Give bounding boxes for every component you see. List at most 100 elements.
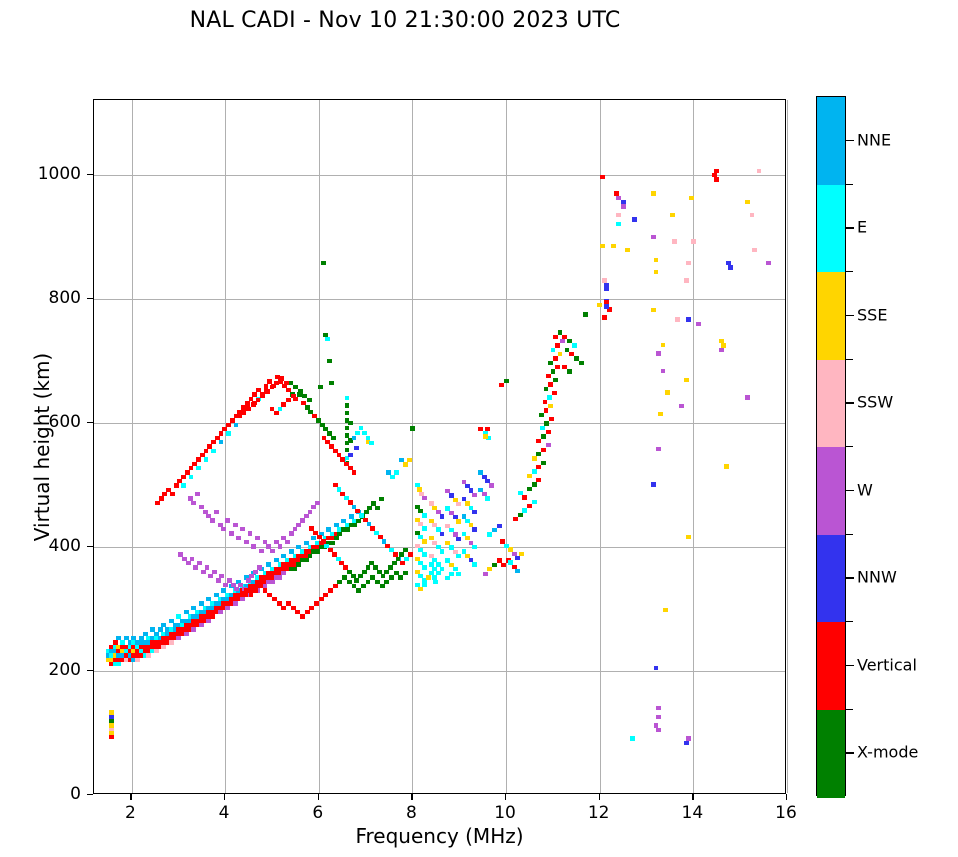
scatter-point: [356, 518, 362, 524]
scatter-point: [342, 575, 348, 580]
scatter-point: [277, 566, 283, 571]
scatter-point: [303, 553, 309, 558]
scatter-point: [248, 396, 254, 401]
scatter-point: [341, 518, 347, 524]
x-tick: [411, 794, 413, 800]
scatter-point: [602, 278, 607, 283]
colorbar-boundary-tick: [846, 533, 853, 535]
scatter-point: [262, 575, 268, 580]
scatter-point: [303, 557, 309, 563]
scatter-point: [511, 564, 517, 569]
scatter-point: [131, 648, 137, 654]
scatter-point: [243, 592, 249, 597]
colorbar-boundary-tick: [846, 358, 853, 360]
x-tick: [598, 794, 601, 800]
scatter-point: [344, 461, 349, 467]
scatter-point: [714, 168, 720, 173]
scatter-point: [176, 635, 182, 641]
scatter-point: [339, 560, 345, 566]
scatter-point: [238, 582, 244, 587]
gridline-x: [506, 100, 508, 793]
scatter-point: [477, 427, 483, 432]
scatter-point: [154, 500, 160, 506]
scatter-point: [418, 521, 423, 527]
scatter-point: [428, 570, 434, 576]
x-tick: [317, 794, 320, 800]
scatter-point: [432, 566, 437, 571]
scatter-point: [135, 657, 141, 662]
scatter-point: [168, 635, 174, 641]
scatter-point: [481, 492, 487, 497]
scatter-point: [225, 601, 231, 606]
scatter-point: [432, 540, 437, 545]
scatter-point: [281, 605, 287, 610]
scatter-point: [482, 431, 488, 436]
x-tick-label: 16: [775, 803, 797, 823]
scatter-point: [308, 409, 314, 414]
scatter-point: [225, 596, 231, 602]
scatter-point: [531, 499, 537, 504]
scatter-point: [583, 312, 589, 317]
scatter-point: [210, 609, 216, 615]
scatter-point: [492, 528, 497, 533]
scatter-point: [131, 640, 137, 645]
scatter-point: [292, 566, 298, 571]
scatter-point: [683, 278, 689, 283]
scatter-point: [389, 474, 395, 480]
scatter-point: [344, 527, 350, 532]
scatter-point: [468, 540, 474, 545]
gridline-y: [94, 423, 785, 424]
scatter-point: [428, 536, 434, 541]
scatter-point: [653, 665, 659, 671]
colorbar-segment: [817, 184, 845, 273]
scatter-point: [562, 365, 568, 370]
scatter-point: [403, 556, 409, 561]
colorbar-boundary-tick: [846, 621, 853, 623]
scatter-point: [719, 339, 724, 344]
scatter-point: [341, 527, 347, 532]
scatter-point: [472, 527, 478, 532]
scatter-point: [234, 587, 240, 592]
colorbar-label: NNE: [857, 130, 892, 150]
scatter-point: [616, 195, 621, 201]
scatter-point: [461, 549, 467, 554]
colorbar-boundary-tick: [846, 271, 853, 273]
scatter-point: [273, 566, 279, 571]
scatter-point: [142, 640, 148, 645]
scatter-point: [557, 330, 563, 335]
scatter-point: [340, 457, 346, 462]
scatter-point: [651, 191, 657, 196]
scatter-point: [464, 501, 470, 506]
scatter-point: [481, 474, 487, 480]
scatter-point: [399, 552, 405, 557]
scatter-point: [511, 551, 517, 556]
scatter-point: [756, 168, 762, 173]
scatter-point: [344, 396, 350, 401]
scatter-point: [566, 369, 572, 374]
scatter-point: [260, 393, 266, 398]
scatter-point: [183, 631, 189, 636]
scatter-point: [251, 544, 257, 549]
scatter-point: [503, 378, 509, 383]
scatter-point: [344, 448, 350, 453]
scatter-point: [377, 534, 383, 540]
scatter-point: [344, 433, 350, 438]
scatter-point: [112, 662, 118, 667]
scatter-point: [385, 543, 391, 548]
scatter-point: [695, 321, 701, 326]
scatter-point: [251, 579, 257, 584]
scatter-point: [241, 405, 246, 410]
colorbar-tick: [846, 314, 854, 317]
scatter-point: [161, 635, 167, 641]
scatter-point: [116, 635, 122, 641]
scatter-point: [348, 514, 354, 519]
scatter-point: [352, 523, 358, 528]
scatter-point: [161, 631, 167, 636]
scatter-point: [373, 565, 378, 570]
scatter-point: [376, 569, 382, 574]
scatter-point: [351, 504, 357, 509]
scatter-point: [283, 380, 289, 385]
scatter-point: [142, 648, 148, 654]
scatter-point: [322, 536, 328, 541]
colorbar-tick: [846, 664, 854, 667]
